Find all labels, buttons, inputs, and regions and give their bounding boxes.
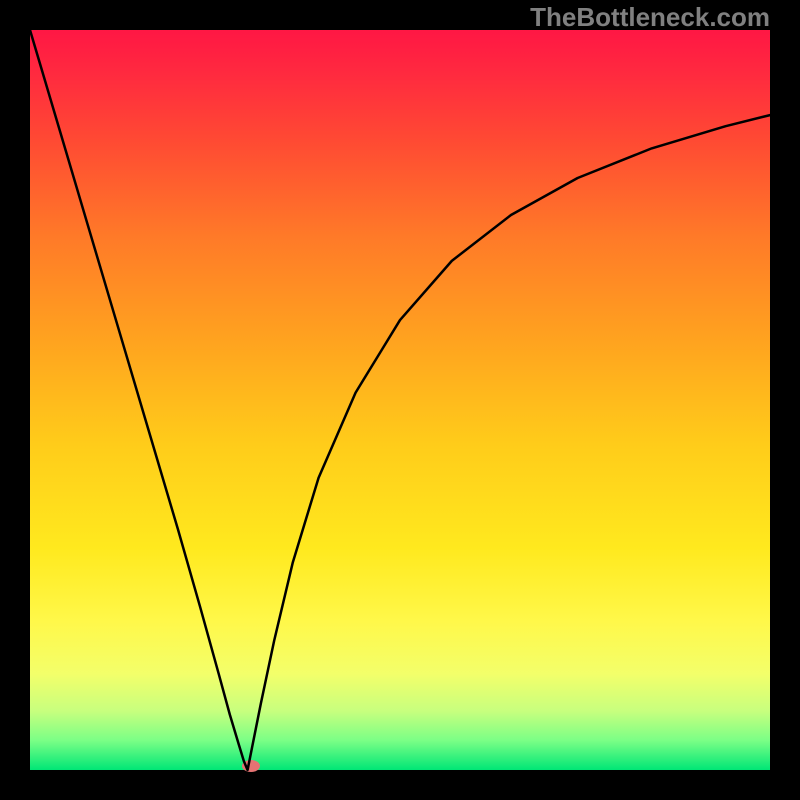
bottleneck-curve bbox=[30, 30, 770, 770]
curve-path bbox=[30, 30, 770, 770]
plot-area bbox=[30, 30, 770, 770]
watermark-text: TheBottleneck.com bbox=[530, 2, 770, 33]
chart-frame: TheBottleneck.com bbox=[0, 0, 800, 800]
